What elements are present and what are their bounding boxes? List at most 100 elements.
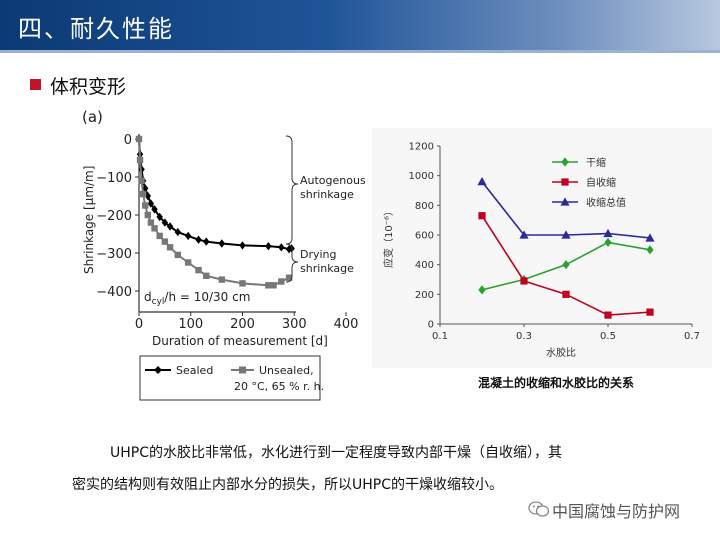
b-y-tick-label: 1200 xyxy=(409,142,434,153)
total-shrinkage-legend-marker xyxy=(560,197,570,206)
dry-shrinkage-point xyxy=(604,237,612,248)
unsealed-series-line xyxy=(138,138,290,287)
unsealed-point xyxy=(239,280,246,287)
b-y-tick-label: 600 xyxy=(415,231,434,242)
body-paragraph-line-2: 密实的结构则有效阻止内部水分的损失，所以UHPC的干燥收缩较小。 xyxy=(72,477,503,493)
b-y-tick-label: 1000 xyxy=(409,171,434,182)
x-tick-label: 300 xyxy=(282,317,307,332)
dry-shrinkage-point xyxy=(562,260,570,270)
b-series-group xyxy=(477,177,655,319)
total-shrinkage-point xyxy=(519,230,529,239)
autogenous-shrinkage-point xyxy=(562,290,570,298)
figure-a-legend: Sealed Unsealed, 20 °C, 65 % r. h. xyxy=(139,355,324,401)
total-shrinkage-point xyxy=(477,177,487,186)
y-ticks: 0 −100 −200 −300 −400 xyxy=(96,133,139,300)
dcyl-annotation: dcyl/h = 10/30 cm xyxy=(144,290,250,307)
unsealed-point xyxy=(161,238,169,245)
total-shrinkage-legend-label: 收缩总值 xyxy=(586,196,626,209)
b-y-ticks: 0 200 400 600 800 1000 1200 xyxy=(409,142,440,331)
section-title: 体积变形 xyxy=(50,76,127,98)
section-bullet-icon xyxy=(30,79,41,90)
unsealed-point xyxy=(139,190,147,198)
unsealed-point xyxy=(147,219,155,226)
unsealed-point xyxy=(218,276,225,283)
unsealed-point xyxy=(151,225,158,232)
legend-box xyxy=(139,355,321,401)
x-axis-title: Duration of measurement [d] xyxy=(152,334,328,348)
sealed-point xyxy=(218,239,225,248)
drying-brace xyxy=(285,243,299,283)
legend-unsealed-label-2: 20 °C, 65 % r. h. xyxy=(234,380,324,393)
x-ticks: 0 100 200 300 400 xyxy=(135,312,359,332)
autogenous-label-2: shrinkage xyxy=(300,188,354,201)
body-paragraph-line-1: UHPC的水胶比非常低，水化进行到一定程度导致内部干燥（自收缩），其 xyxy=(110,445,562,461)
sealed-point xyxy=(184,231,192,241)
title-bar: 四、耐久性能 xyxy=(0,0,720,50)
unsealed-point xyxy=(135,135,143,143)
legend-unsealed-marker xyxy=(239,366,246,374)
unsealed-point xyxy=(265,282,272,289)
figure-a-panel-label: (a) xyxy=(82,108,103,126)
unsealed-point xyxy=(144,211,151,219)
y-tick-label: −300 xyxy=(96,247,132,262)
unsealed-point xyxy=(195,266,202,274)
b-x-tick-label: 0.3 xyxy=(516,331,532,342)
b-x-tick-label: 0.5 xyxy=(600,331,616,342)
b-x-ticks: 0.1 0.3 0.5 0.7 xyxy=(432,324,700,342)
unsealed-point xyxy=(203,272,210,279)
figure-b: 0 200 400 600 800 1000 1200 0.1 0.3 0.5 0.7 干缩 自收缩… xyxy=(372,128,712,368)
sealed-point xyxy=(174,227,182,237)
title-bar-rule xyxy=(0,50,720,53)
b-y-tick-label: 400 xyxy=(415,260,434,271)
unsealed-point xyxy=(184,259,192,266)
sealed-point xyxy=(156,212,163,222)
autogenous-shrinkage-point xyxy=(478,212,486,220)
wechat-icon xyxy=(528,501,550,517)
b-y-tick-label: 0 xyxy=(428,320,434,331)
unsealed-point xyxy=(136,156,144,164)
b-x-axis-title: 水胶比 xyxy=(546,346,576,359)
x-tick-label: 100 xyxy=(178,317,203,332)
b-x-tick-label: 0.7 xyxy=(684,331,700,342)
dry-shrinkage-point xyxy=(478,285,486,295)
dry-shrinkage-legend-marker xyxy=(561,157,569,167)
total-shrinkage-line xyxy=(481,181,651,239)
page-title: 四、耐久性能 xyxy=(18,15,174,43)
sealed-point xyxy=(203,237,210,246)
unsealed-point xyxy=(156,232,163,240)
total-shrinkage-point xyxy=(645,233,655,242)
unsealed-point xyxy=(142,202,149,209)
legend-sealed-marker xyxy=(154,366,162,374)
sealed-point xyxy=(278,243,285,252)
total-shrinkage-point xyxy=(603,228,613,238)
sealed-point xyxy=(147,199,155,208)
sealed-point xyxy=(151,205,158,214)
watermark-text: 中国腐蚀与防护网 xyxy=(552,502,681,521)
drying-label-2: shrinkage xyxy=(300,262,354,275)
legend-sealed-label: Sealed xyxy=(176,364,213,377)
sealed-point xyxy=(239,241,246,250)
b-y-tick-label: 800 xyxy=(415,201,434,212)
sealed-series-line xyxy=(138,138,292,251)
autogenous-shrinkage-legend-marker xyxy=(561,178,569,186)
unsealed-point xyxy=(278,278,285,285)
x-tick-label: 400 xyxy=(334,317,359,332)
total-shrinkage-point xyxy=(561,230,571,239)
y-tick-label: −100 xyxy=(96,171,132,186)
y-tick-label: 0 xyxy=(124,133,132,148)
wb-ratio-chart: 0 200 400 600 800 1000 1200 0.1 0.3 0.5 0.7 干缩自收缩… xyxy=(382,142,700,360)
y-axis-title: Shrinkage [µm/m] xyxy=(82,166,96,274)
sealed-point xyxy=(265,241,272,251)
unsealed-point xyxy=(138,177,145,184)
legend-unsealed-label-1: Unsealed, xyxy=(259,364,314,377)
autogenous-shrinkage-point xyxy=(646,308,654,316)
unsealed-point xyxy=(270,282,277,289)
series-group xyxy=(135,134,295,289)
b-x-tick-label: 0.1 xyxy=(432,331,448,342)
b-y-tick-label: 200 xyxy=(415,290,434,301)
shrinkage-chart: (a) 0 −100 −200 −300 −400 0 100 200 300 400 Auto… xyxy=(82,108,366,401)
sealed-point xyxy=(195,235,202,244)
dry-shrinkage-point xyxy=(646,245,654,255)
dry-shrinkage-legend-label: 干缩 xyxy=(586,156,606,169)
